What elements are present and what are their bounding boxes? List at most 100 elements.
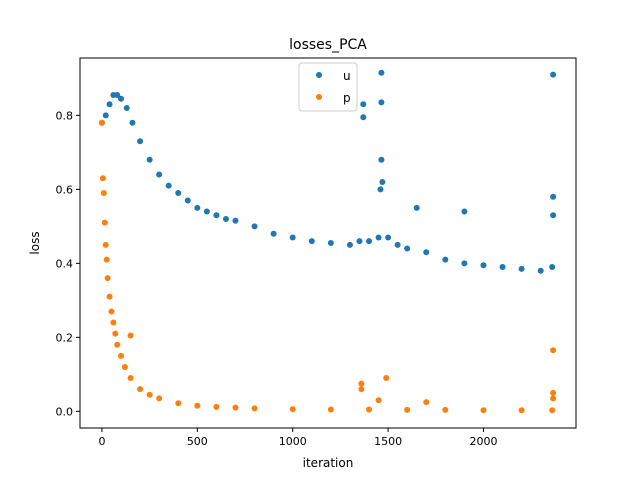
point-p <box>118 352 125 359</box>
outlier-point-u <box>378 69 385 76</box>
point-p <box>442 406 449 413</box>
point-u <box>549 264 556 271</box>
x-tick-label: 0 <box>98 435 105 448</box>
point-p <box>156 395 163 402</box>
point-p <box>146 391 153 398</box>
point-p <box>112 330 119 337</box>
y-axis-label: loss <box>28 231 42 254</box>
point-p <box>289 406 296 413</box>
point-p <box>251 405 258 412</box>
x-tick-label: 2000 <box>469 435 497 448</box>
x-axis-label: iteration <box>303 456 354 470</box>
outlier-point-u <box>550 193 557 200</box>
outlier-point-u <box>550 71 557 78</box>
point-u <box>499 264 506 271</box>
point-u <box>118 95 125 102</box>
point-p <box>366 406 373 413</box>
x-axis-ticks: 0 500 1000 1500 2000 <box>98 428 497 448</box>
point-u <box>327 240 334 246</box>
outlier-point-u <box>360 101 367 108</box>
point-u <box>480 262 487 269</box>
point-p <box>106 293 113 300</box>
point-u <box>375 234 382 241</box>
outlier-point-u <box>461 208 468 215</box>
outlier-point-p <box>550 347 557 354</box>
outlier-point-u <box>378 99 385 106</box>
point-u <box>102 112 109 119</box>
point-p <box>175 400 182 407</box>
point-u <box>461 260 468 267</box>
outlier-point-u <box>360 114 367 121</box>
point-u <box>194 204 201 211</box>
point-u <box>146 156 153 163</box>
point-u <box>270 230 277 237</box>
point-u <box>222 215 229 222</box>
point-u <box>184 197 191 204</box>
point-u <box>137 138 144 145</box>
point-p <box>114 341 121 348</box>
point-u <box>251 223 258 230</box>
series-u <box>98 69 557 274</box>
point-p <box>194 402 201 409</box>
point-u <box>114 92 121 98</box>
outlier-point-p <box>423 399 430 406</box>
point-p <box>480 407 487 414</box>
point-p <box>104 275 111 282</box>
point-u <box>394 241 401 248</box>
series-p <box>98 119 557 414</box>
point-p <box>110 319 117 326</box>
outlier-point-p <box>550 389 557 396</box>
legend-label-p: p <box>343 91 351 105</box>
point-p <box>518 407 525 414</box>
point-p <box>102 241 109 248</box>
point-u <box>232 217 239 224</box>
point-u <box>308 238 315 245</box>
outlier-point-p <box>358 380 365 387</box>
point-u <box>385 234 392 241</box>
point-u <box>346 241 353 248</box>
point-u <box>203 208 210 215</box>
point-p <box>232 404 239 411</box>
outlier-point-p <box>383 375 390 382</box>
point-u <box>423 249 430 256</box>
outlier-point-p <box>358 386 365 393</box>
point-u <box>129 119 136 126</box>
legend-label-u: u <box>343 69 351 83</box>
outlier-point-u <box>550 212 557 219</box>
x-tick-label: 500 <box>187 435 208 448</box>
data-points <box>98 69 557 414</box>
chart-title: losses_PCA <box>289 37 367 53</box>
outlier-point-u <box>413 204 420 211</box>
legend-box <box>298 62 358 112</box>
point-p <box>127 375 134 382</box>
point-p <box>121 363 128 370</box>
point-u <box>175 190 182 197</box>
x-tick-label: 1500 <box>374 435 402 448</box>
y-tick-label: 0.4 <box>56 257 74 270</box>
plot-frame <box>79 57 577 429</box>
point-p <box>101 219 108 226</box>
outlier-point-p <box>127 332 134 339</box>
y-tick-label: 0.0 <box>56 405 74 418</box>
x-tick-label: 1000 <box>279 435 307 448</box>
outlier-point-u <box>378 156 385 163</box>
point-p <box>99 175 106 182</box>
point-u <box>377 186 384 193</box>
point-u <box>404 245 411 252</box>
legend: u p <box>298 62 358 112</box>
point-u <box>213 212 220 219</box>
point-p <box>100 190 107 197</box>
point-u <box>518 265 525 272</box>
point-u <box>289 234 296 241</box>
point-u <box>156 171 163 178</box>
point-p <box>103 256 110 263</box>
point-p <box>108 308 115 315</box>
y-tick-label: 0.6 <box>56 183 74 196</box>
legend-marker-u <box>316 72 322 78</box>
outlier-point-p <box>550 395 557 402</box>
point-p <box>404 406 411 413</box>
point-u <box>106 101 113 108</box>
point-p <box>213 403 220 410</box>
y-tick-label: 0.8 <box>56 109 74 122</box>
